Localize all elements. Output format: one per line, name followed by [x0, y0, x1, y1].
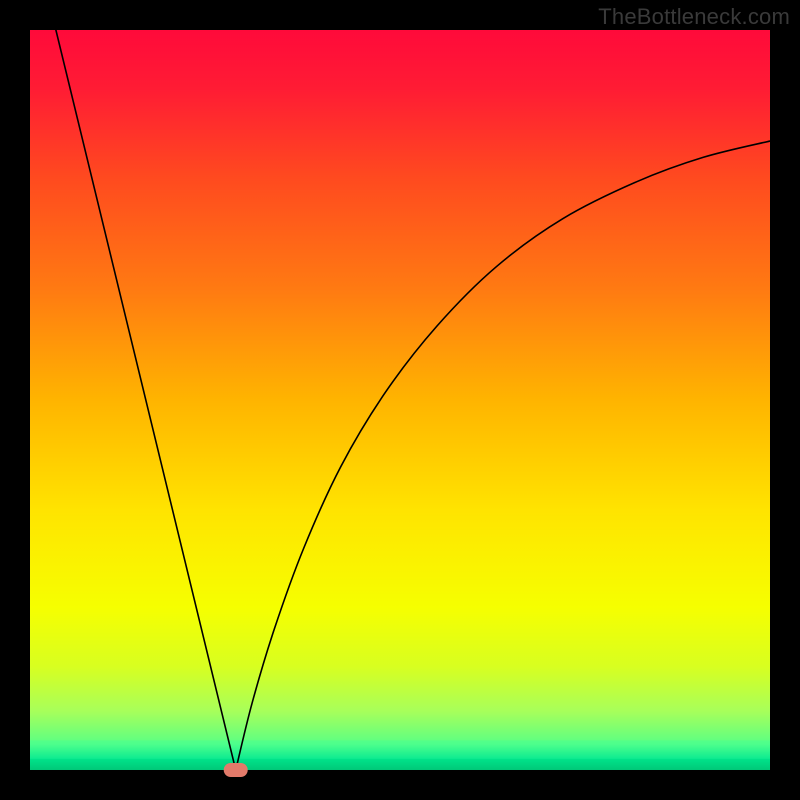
chart-container: { "watermark": { "text": "TheBottleneck.…: [0, 0, 800, 800]
green-band: [30, 740, 770, 759]
minimum-marker: [224, 763, 248, 777]
watermark-text: TheBottleneck.com: [598, 4, 790, 30]
bottleneck-curve-chart: [0, 0, 800, 800]
plot-background-gradient: [30, 30, 770, 770]
